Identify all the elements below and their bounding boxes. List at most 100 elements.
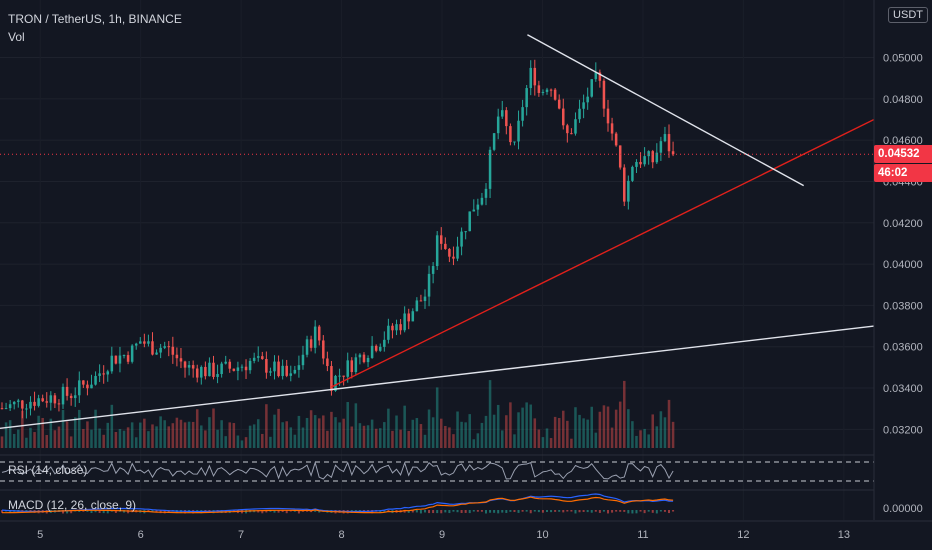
candle-body [513, 141, 516, 143]
volume-bar [586, 419, 589, 448]
volume-legend[interactable]: Vol [8, 30, 25, 44]
candle-body [452, 256, 455, 259]
candle-body [114, 355, 118, 364]
volume-bar [618, 401, 622, 448]
candle-body [29, 401, 32, 409]
trendline[interactable] [527, 34, 805, 187]
macd-histogram-bar [163, 510, 166, 514]
volume-bar [427, 409, 431, 448]
candle-body [476, 204, 480, 210]
candle-body [618, 145, 622, 168]
volume-bar [435, 387, 439, 448]
price-axis[interactable]: 0.03200 0.03400 0.03600 0.03800 0.04000 0.042… [873, 0, 923, 520]
candle-body [265, 358, 268, 373]
macd-histogram-bar [387, 510, 390, 512]
volume-bar [456, 411, 459, 448]
macd-histogram-bar [631, 510, 634, 514]
candle-body [0, 408, 4, 410]
volume-bar [557, 418, 561, 448]
candle-body [273, 361, 276, 372]
volume-bar [505, 415, 508, 448]
candle-body [277, 361, 280, 377]
candle-body [252, 357, 256, 361]
candle-body [171, 346, 175, 355]
trendline[interactable] [0, 325, 875, 430]
y-tick-label: 0.03600 [883, 342, 923, 354]
macd-histogram-bar [647, 510, 650, 512]
volume-bar [134, 437, 138, 448]
candle-body [90, 384, 93, 389]
time-axis[interactable]: 5 6 7 8 9 10 11 12 13 [0, 520, 932, 541]
volume-bar [501, 430, 504, 448]
candle-body [102, 373, 105, 375]
volume-bar [525, 402, 528, 448]
candle-body [86, 384, 89, 389]
y-tick-label: 0.03400 [883, 383, 923, 395]
volume-bar [94, 409, 97, 448]
volume-bar [631, 421, 634, 448]
volume-bar [187, 421, 191, 448]
macd-histogram-bar [261, 510, 264, 514]
macd-histogram-bar [529, 510, 532, 514]
macd-histogram-bar [114, 510, 117, 513]
trendline[interactable] [331, 118, 875, 388]
volume-bar [82, 428, 85, 448]
trendlines[interactable] [0, 34, 875, 430]
rsi-legend[interactable]: RSI (14, close) [8, 463, 88, 477]
macd-legend[interactable]: MACD (12, 26, close, 9) [8, 498, 137, 512]
volume-bar [423, 434, 427, 448]
volume-bar [509, 402, 512, 448]
volume-bar [204, 430, 207, 448]
candle-body [627, 180, 630, 202]
macd-histogram-bar [432, 510, 435, 514]
volume-bar [183, 422, 187, 448]
candle-body [403, 313, 406, 331]
y-tick-label: 0.04000 [883, 259, 923, 271]
x-tick-label: 12 [737, 529, 749, 541]
volume-bar [521, 407, 524, 448]
volume-bar [594, 432, 598, 448]
volume-bar [252, 424, 256, 448]
volume-bar [37, 415, 40, 448]
volume-bar [338, 422, 341, 448]
volume-bar [159, 416, 162, 448]
candle-body [143, 341, 146, 344]
macd-histogram-bar [277, 510, 280, 513]
volume-bar [256, 419, 260, 448]
x-tick-label: 10 [536, 529, 548, 541]
candle-body [623, 167, 626, 202]
candle-body [671, 151, 675, 155]
volume-bar [582, 418, 585, 448]
volume-bar [639, 430, 642, 448]
candle-body [208, 362, 211, 377]
bar-countdown-tag: 46:02 [874, 164, 932, 183]
volume-bar [317, 418, 321, 448]
macd-histogram-bar [655, 510, 658, 514]
currency-badge[interactable]: USDT [888, 7, 928, 23]
macd-histogram-bar [484, 510, 487, 514]
volume-bar [578, 414, 581, 448]
candle-body [326, 358, 329, 367]
candle-body [598, 72, 602, 81]
volume-bar [383, 422, 386, 448]
volume-bar [492, 414, 496, 448]
volume-bar [65, 421, 69, 448]
macd-histogram-bar [598, 510, 601, 513]
candle-body [529, 67, 532, 89]
volume-bar [411, 419, 415, 448]
volume-bar [248, 425, 252, 448]
macd-histogram-bar [472, 510, 475, 512]
volume-bar [448, 427, 451, 448]
volume-bar [431, 417, 435, 448]
volume-bar [29, 427, 32, 448]
candle-body [25, 408, 28, 410]
candle-body [53, 395, 57, 404]
y-tick-label: 0.03200 [883, 424, 923, 436]
symbol-legend[interactable]: TRON / TetherUS, 1h, BINANCE [8, 12, 182, 26]
volume-bar [90, 429, 93, 448]
candle-body [606, 108, 610, 124]
candle-body [57, 403, 61, 405]
volume-bar [606, 406, 610, 448]
candle-body [33, 401, 36, 406]
